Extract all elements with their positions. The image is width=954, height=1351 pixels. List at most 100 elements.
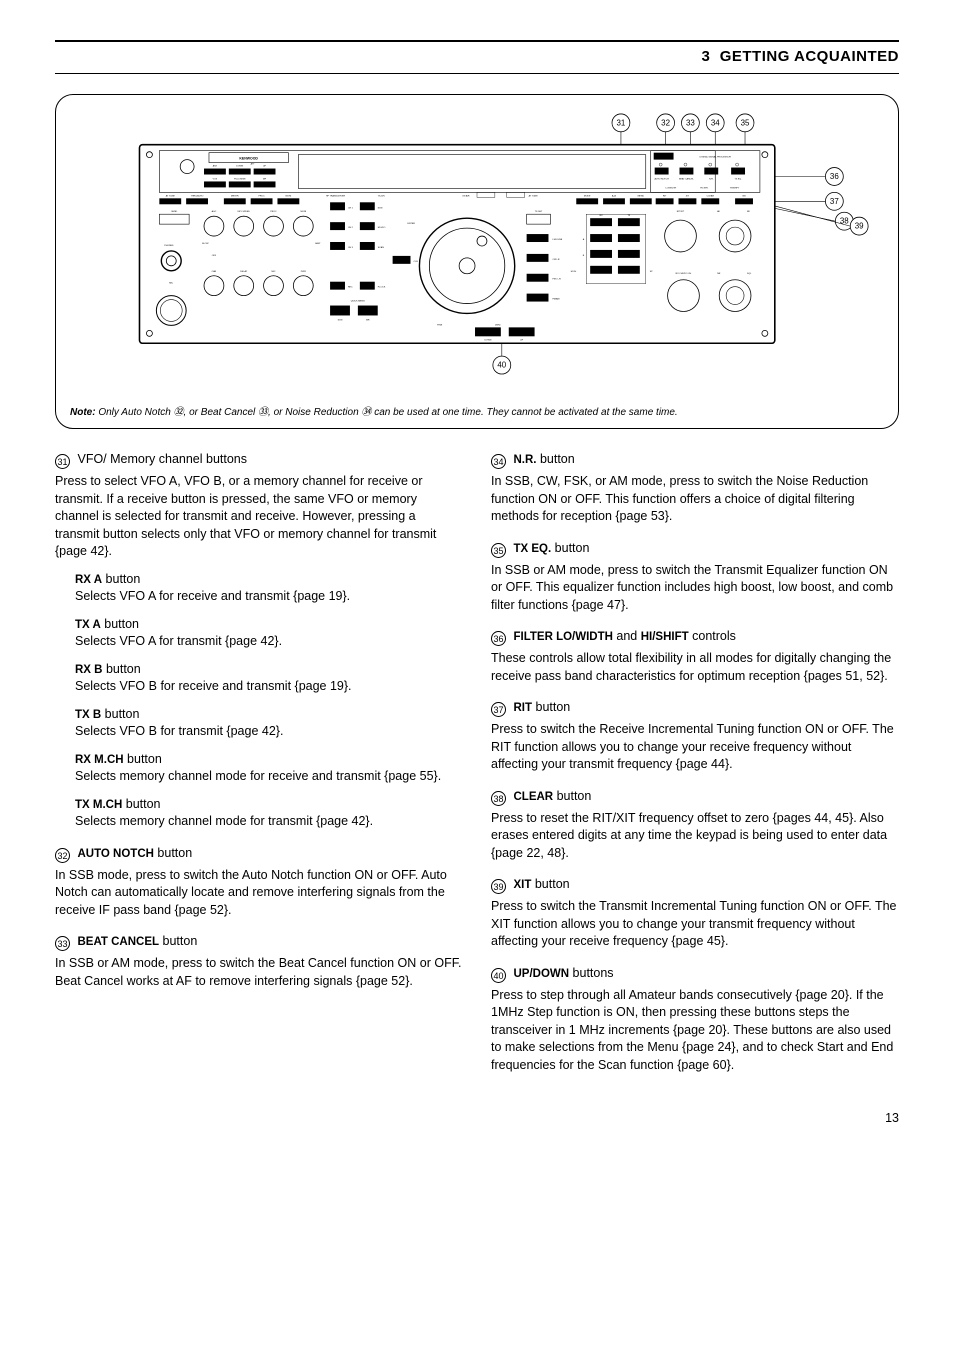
svg-text:F.LOCK: F.LOCK bbox=[378, 287, 386, 289]
entry-33: 33 BEAT CANCEL button In SSB or AM mode,… bbox=[55, 933, 463, 990]
svg-text:34: 34 bbox=[711, 118, 720, 127]
svg-text:37: 37 bbox=[830, 197, 839, 206]
entry-31: 31 VFO/ Memory channel buttons Press to … bbox=[55, 451, 463, 831]
svg-text:AT TUNE: AT TUNE bbox=[529, 194, 539, 197]
entry-36: 36 FILTER LO/WIDTH and HI/SHIFT controls… bbox=[491, 628, 899, 685]
svg-text:MENU: MENU bbox=[638, 195, 645, 197]
svg-text:HF TRANSCEIVER: HF TRANSCEIVER bbox=[326, 194, 345, 197]
entry-37-body: Press to switch the Receive Incremental … bbox=[491, 721, 899, 774]
entry-38: 38 CLEAR button Press to reset the RIT/X… bbox=[491, 788, 899, 863]
sub-body: Selects VFO B for receive and transmit {… bbox=[75, 678, 463, 696]
sub-body: Selects VFO A for receive and transmit {… bbox=[75, 588, 463, 606]
svg-text:DSP: DSP bbox=[661, 155, 667, 159]
svg-text:THRU/AUTO: THRU/AUTO bbox=[191, 194, 204, 197]
entry-39-label: XIT bbox=[513, 879, 531, 891]
sub-head: RX A button bbox=[75, 571, 463, 589]
body-columns: 31 VFO/ Memory channel buttons Press to … bbox=[55, 451, 899, 1088]
right-column: 34 N.R. button In SSB, CW, FSK, or AM mo… bbox=[491, 451, 899, 1088]
sub-body: Selects memory channel mode for receive … bbox=[75, 768, 463, 786]
entry-35-label: TX EQ. bbox=[513, 543, 551, 555]
svg-text:AT TUNE: AT TUNE bbox=[166, 194, 176, 197]
svg-text:NB: NB bbox=[743, 195, 747, 197]
entry-34-body: In SSB, CW, FSK, or AM mode, press to sw… bbox=[491, 473, 899, 526]
svg-text:TF-SET: TF-SET bbox=[535, 211, 543, 213]
svg-text:LSB /USB: LSB /USB bbox=[552, 239, 562, 241]
svg-text:RIT/XIT: RIT/XIT bbox=[677, 211, 685, 213]
entry-36-mid: and bbox=[613, 629, 641, 643]
svg-text:MIC: MIC bbox=[272, 271, 276, 273]
svg-text:OFF: OFF bbox=[212, 255, 217, 257]
svg-text:PROC: PROC bbox=[270, 211, 277, 213]
svg-text:A=B: A=B bbox=[612, 194, 617, 197]
svg-text:AGC: AGC bbox=[212, 210, 217, 213]
entry-37: 37 RIT button Press to switch the Receiv… bbox=[491, 699, 899, 774]
svg-text:SCAN: SCAN bbox=[378, 246, 384, 249]
sub-head: RX M.CH button bbox=[75, 751, 463, 769]
entry-35-tail: button bbox=[551, 541, 589, 555]
svg-text:CH 1: CH 1 bbox=[348, 207, 354, 209]
num-38-icon: 38 bbox=[491, 791, 506, 806]
section-name: GETTING ACQUAINTED bbox=[720, 48, 899, 65]
svg-text:AUTO NOTCH: AUTO NOTCH bbox=[654, 177, 669, 180]
svg-text:M>VFO: M>VFO bbox=[378, 226, 386, 229]
svg-text:RX CH/VFO CH: RX CH/VFO CH bbox=[676, 273, 692, 275]
top-rule bbox=[55, 40, 899, 42]
sub-head: TX M.CH button bbox=[75, 796, 463, 814]
num-35-icon: 35 bbox=[491, 543, 506, 558]
svg-text:DIGITAL SIGNAL PROCESSOR: DIGITAL SIGNAL PROCESSOR bbox=[700, 156, 732, 159]
sub-body: Selects VFO B for transmit {page 42}. bbox=[75, 723, 463, 741]
svg-text:MIC: MIC bbox=[169, 283, 173, 285]
svg-text:N.R.: N.R. bbox=[709, 178, 714, 180]
svg-text:31: 31 bbox=[617, 118, 626, 127]
entry-37-label: RIT bbox=[513, 702, 532, 714]
left-column: 31 VFO/ Memory channel buttons Press to … bbox=[55, 451, 463, 1088]
sub-body: Selects memory channel mode for transmit… bbox=[75, 813, 463, 831]
num-34-icon: 34 bbox=[491, 454, 506, 469]
sub-entry: TX A buttonSelects VFO A for transmit {p… bbox=[75, 616, 463, 651]
svg-text:FINE: FINE bbox=[437, 324, 442, 326]
svg-text:NR: NR bbox=[717, 273, 721, 275]
svg-text:M.IN: M.IN bbox=[378, 207, 383, 209]
sub-entry: TX M.CH buttonSelects memory channel mod… bbox=[75, 796, 463, 831]
svg-text:TS-870: TS-870 bbox=[378, 195, 386, 197]
svg-text:UP: UP bbox=[263, 166, 267, 168]
svg-text:VOX: VOX bbox=[213, 178, 218, 180]
svg-text:32: 32 bbox=[661, 118, 670, 127]
svg-text:DELAY: DELAY bbox=[240, 270, 248, 273]
entry-34-tail: button bbox=[536, 452, 574, 466]
callout-37: 37 bbox=[765, 192, 843, 210]
svg-text:PHONES: PHONES bbox=[164, 245, 174, 247]
num-40-icon: 40 bbox=[491, 968, 506, 983]
num-39-icon: 39 bbox=[491, 879, 506, 894]
svg-text:PROC: PROC bbox=[258, 195, 265, 197]
callout-38: 38 bbox=[765, 206, 853, 230]
svg-text:CH 3: CH 3 bbox=[348, 247, 354, 249]
entry-35-body: In SSB or AM mode, press to switch the T… bbox=[491, 562, 899, 615]
svg-text:FULL/SEMI: FULL/SEMI bbox=[234, 178, 246, 180]
svg-text:39: 39 bbox=[855, 222, 864, 231]
entry-38-label: CLEAR bbox=[513, 791, 553, 803]
entry-32-tail: button bbox=[154, 846, 192, 860]
entry-32: 32 AUTO NOTCH button In SSB mode, press … bbox=[55, 845, 463, 920]
svg-text:FSK /–R: FSK /–R bbox=[552, 279, 561, 281]
sub-head: TX A button bbox=[75, 616, 463, 634]
page-number: 13 bbox=[55, 1110, 899, 1128]
entry-38-body: Press to reset the RIT/XIT frequency off… bbox=[491, 810, 899, 863]
callout-36: 36 bbox=[765, 168, 843, 186]
svg-text:35: 35 bbox=[741, 118, 750, 127]
svg-text:40: 40 bbox=[497, 361, 506, 370]
svg-text:TX EQ.: TX EQ. bbox=[735, 178, 743, 180]
entry-34-label: N.R. bbox=[513, 454, 536, 466]
note-body: Only Auto Notch ㉜, or Beat Cancel ㉝, or … bbox=[96, 407, 678, 418]
svg-text:CAR: CAR bbox=[212, 270, 217, 273]
entry-32-body: In SSB mode, press to switch the Auto No… bbox=[55, 867, 463, 920]
entry-33-body: In SSB or AM mode, press to switch the B… bbox=[55, 955, 463, 990]
svg-text:DOWN: DOWN bbox=[236, 166, 243, 168]
svg-text:CLEAR: CLEAR bbox=[707, 194, 715, 197]
svg-text:CH 2: CH 2 bbox=[348, 227, 354, 229]
svg-text:LO/WIDTH: LO/WIDTH bbox=[666, 187, 677, 189]
svg-text:PWR: PWR bbox=[301, 271, 306, 273]
svg-text:HI/SHIFT: HI/SHIFT bbox=[730, 187, 740, 189]
svg-text:MODE: MODE bbox=[584, 195, 591, 197]
svg-text:ANT: ANT bbox=[213, 165, 218, 168]
